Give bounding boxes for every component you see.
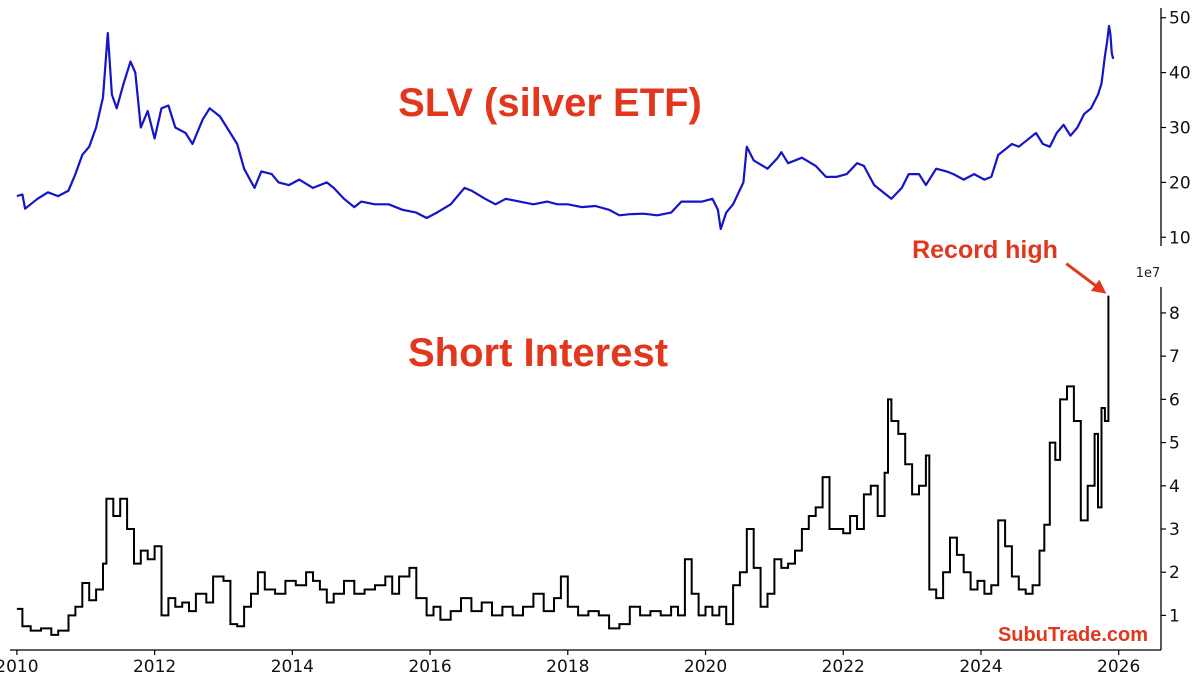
short-interest-y-tick-label: 8 bbox=[1169, 304, 1180, 324]
x-tick-label: 2010 bbox=[0, 657, 39, 677]
x-tick-label: 2016 bbox=[408, 657, 451, 677]
watermark: SubuTrade.com bbox=[998, 624, 1148, 646]
short-interest-y-tick-label: 4 bbox=[1169, 477, 1180, 497]
short-interest-line bbox=[16, 295, 1110, 636]
record-high-arrow-head bbox=[1090, 279, 1107, 294]
x-tick-label: 2026 bbox=[1097, 657, 1140, 677]
short-interest-offset-label: 1e7 bbox=[1136, 266, 1161, 281]
axes-layer bbox=[10, 8, 1166, 655]
x-tick-label: 2014 bbox=[271, 657, 314, 677]
slv-y-tick-label: 20 bbox=[1169, 173, 1191, 193]
x-tick-label: 2018 bbox=[546, 657, 589, 677]
slv-y-tick-label: 50 bbox=[1169, 9, 1191, 29]
short-interest-y-tick-label: 3 bbox=[1169, 520, 1180, 540]
text-layer: SLV (silver ETF) Short Interest Record h… bbox=[0, 9, 1191, 677]
slv-y-tick-label: 10 bbox=[1169, 228, 1191, 248]
x-tick-label: 2012 bbox=[133, 657, 176, 677]
slv-chart-title: SLV (silver ETF) bbox=[398, 81, 702, 125]
series-layer bbox=[16, 24, 1115, 636]
short-interest-chart-title: Short Interest bbox=[408, 331, 668, 375]
slv-price-line bbox=[16, 24, 1115, 231]
short-interest-y-tick-label: 5 bbox=[1169, 434, 1180, 454]
slv-y-tick-label: 40 bbox=[1169, 64, 1191, 84]
short-interest-y-tick-label: 7 bbox=[1169, 347, 1180, 367]
x-tick-label: 2022 bbox=[822, 657, 865, 677]
short-interest-y-tick-label: 6 bbox=[1169, 390, 1180, 410]
x-tick-label: 2020 bbox=[684, 657, 727, 677]
short-interest-y-tick-label: 1 bbox=[1169, 606, 1180, 626]
slv-y-tick-label: 30 bbox=[1169, 119, 1191, 139]
record-high-annotation: Record high bbox=[912, 236, 1058, 264]
short-interest-y-tick-label: 2 bbox=[1169, 563, 1180, 583]
x-tick-label: 2024 bbox=[959, 657, 1002, 677]
